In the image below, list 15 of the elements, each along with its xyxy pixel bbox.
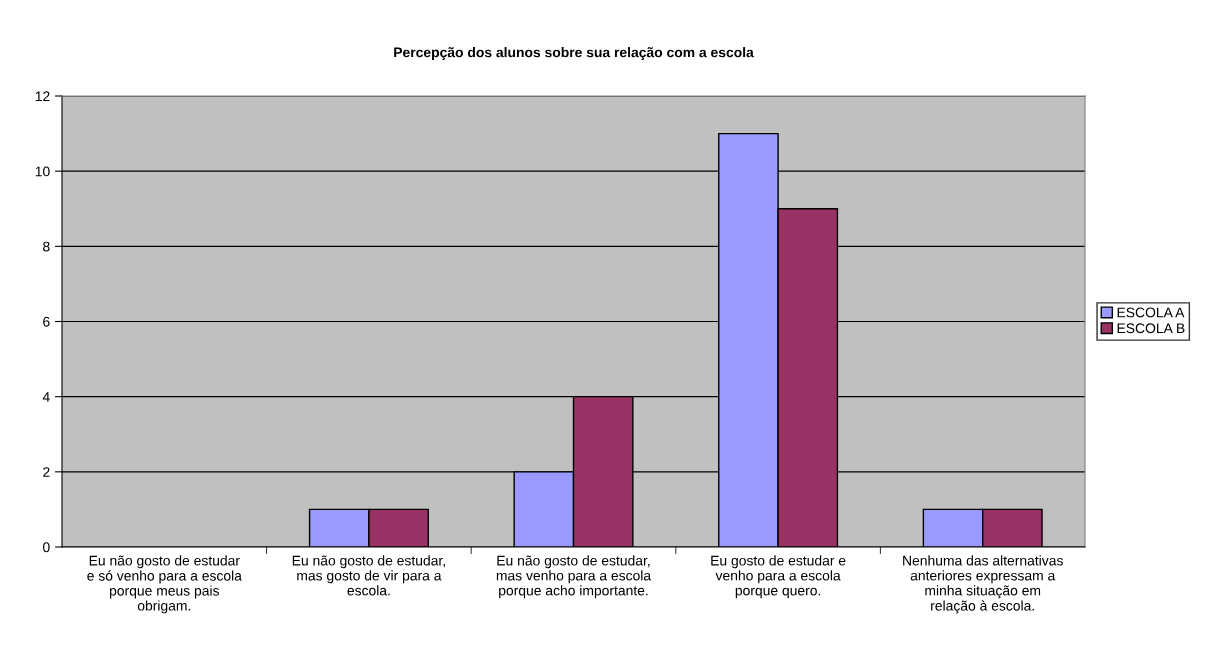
y-tick-label: 12 (35, 91, 50, 102)
legend-label: ESCOLA A (1117, 307, 1185, 318)
y-tick-label: 6 (43, 316, 50, 327)
y-tick-label: 2 (43, 467, 50, 477)
y-tick-label: 4 (42, 392, 50, 402)
x-tick-label: Eu não gosto de estudar e só venho para a escola porque meus pais obrigam. (87, 555, 242, 614)
legend-label: ESCOLA B (1117, 323, 1185, 334)
chart-title: Percepção dos alunos sobre sua relação com a escola (394, 47, 754, 60)
x-tick-label: Nenhuma das alternativas anteriores expressam a minha situação em relação à escola. (903, 555, 1063, 614)
x-tick-label: Eu gosto de estudar e venho para a escola porque quero. (711, 555, 846, 599)
y-tick-label: 8 (43, 241, 50, 252)
x-tick-label: Eu não gosto de estudar, mas gosto de vir para a escola. (292, 555, 445, 596)
y-tick-label: 0 (43, 542, 50, 553)
x-tick-label: Eu não gosto de estudar, mas venho para a escola porque acho importante. (496, 555, 652, 599)
y-tick-label: 10 (35, 166, 50, 177)
